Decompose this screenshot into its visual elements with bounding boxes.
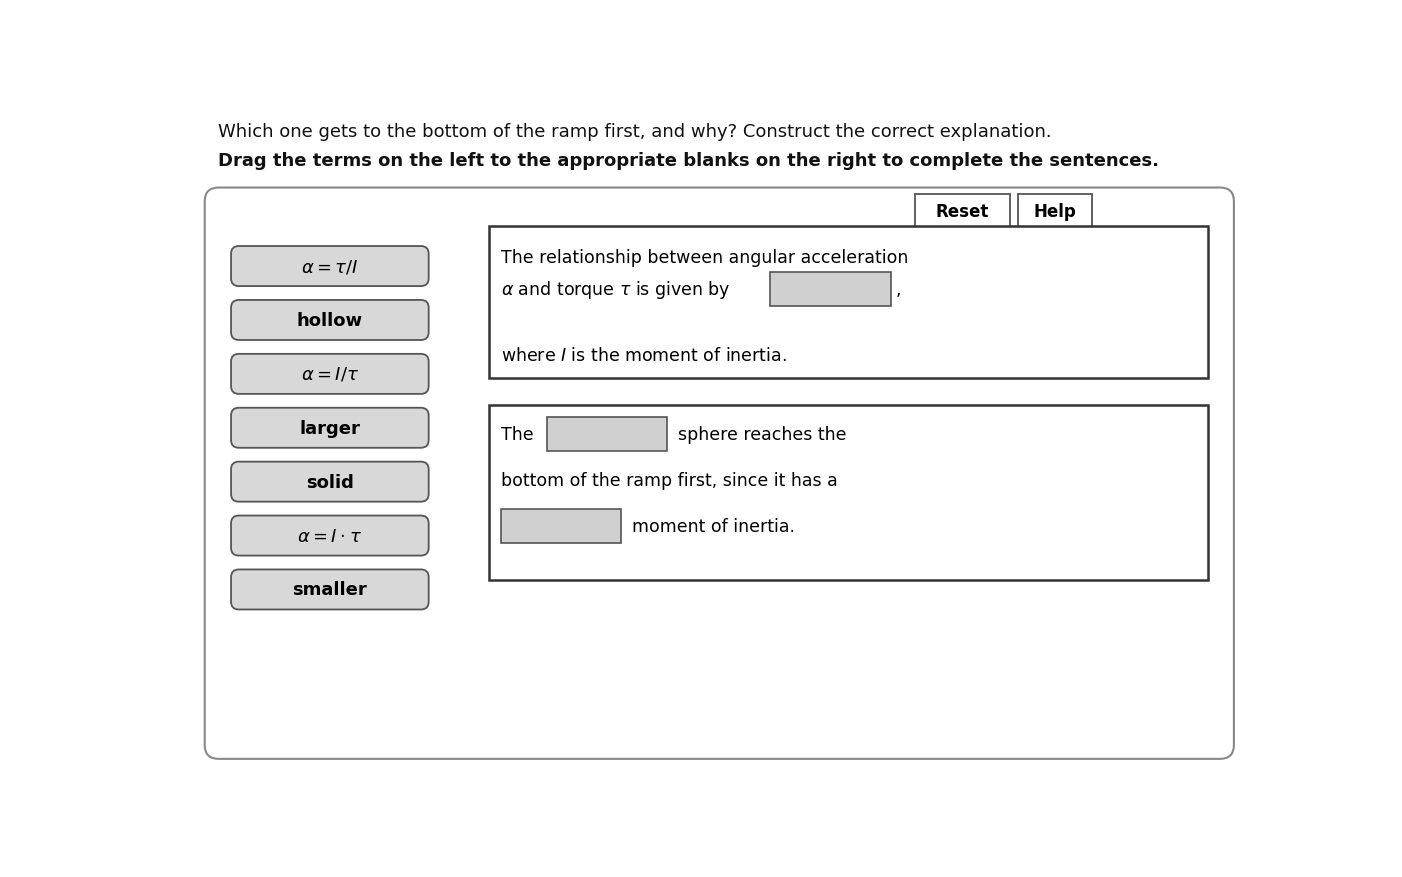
Text: smaller: smaller xyxy=(293,581,367,599)
Bar xyxy=(501,510,621,544)
Text: solid: solid xyxy=(306,473,353,491)
Text: Help: Help xyxy=(1033,203,1077,220)
Bar xyxy=(1018,195,1092,228)
Bar xyxy=(489,227,1209,379)
Text: $\alpha$ and torque $\tau$ is given by: $\alpha$ and torque $\tau$ is given by xyxy=(501,279,730,301)
FancyBboxPatch shape xyxy=(231,462,429,503)
Bar xyxy=(547,417,667,452)
FancyBboxPatch shape xyxy=(231,516,429,556)
Bar xyxy=(489,405,1209,581)
Text: $\alpha = I \cdot \tau$: $\alpha = I \cdot \tau$ xyxy=(297,527,362,545)
Bar xyxy=(771,273,890,307)
Text: hollow: hollow xyxy=(297,311,363,330)
Text: The: The xyxy=(501,425,533,444)
FancyBboxPatch shape xyxy=(231,409,429,448)
FancyBboxPatch shape xyxy=(231,570,429,610)
Text: larger: larger xyxy=(300,419,360,438)
Text: ,: , xyxy=(896,281,901,299)
FancyBboxPatch shape xyxy=(231,301,429,340)
Text: Which one gets to the bottom of the ramp first, and why? Construct the correct e: Which one gets to the bottom of the ramp… xyxy=(217,123,1052,141)
Text: sphere reaches the: sphere reaches the xyxy=(679,425,847,444)
Text: Drag the terms on the left to the appropriate blanks on the right to complete th: Drag the terms on the left to the approp… xyxy=(217,152,1159,169)
Text: bottom of the ramp first, since it has a: bottom of the ramp first, since it has a xyxy=(501,472,837,489)
Text: moment of inertia.: moment of inertia. xyxy=(632,517,795,536)
Text: Reset: Reset xyxy=(937,203,990,220)
FancyBboxPatch shape xyxy=(231,246,429,287)
FancyBboxPatch shape xyxy=(231,354,429,395)
Text: $\alpha = I/\tau$: $\alpha = I/\tau$ xyxy=(301,366,359,383)
Text: The relationship between angular acceleration: The relationship between angular acceler… xyxy=(501,248,908,267)
Text: where $I$ is the moment of inertia.: where $I$ is the moment of inertia. xyxy=(501,347,787,365)
FancyBboxPatch shape xyxy=(205,189,1234,759)
Bar xyxy=(916,195,1009,228)
Text: $\alpha = \tau/I$: $\alpha = \tau/I$ xyxy=(301,258,359,275)
